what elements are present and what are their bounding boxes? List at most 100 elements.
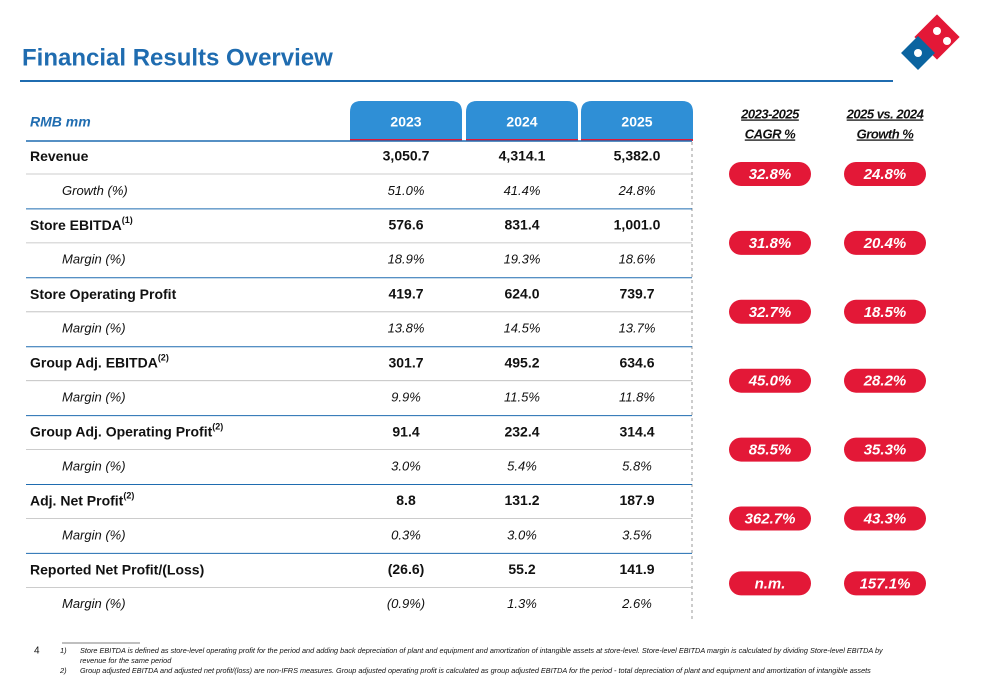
footnote-marker: 1)	[60, 646, 67, 655]
metric-header: 2025 vs. 2024	[846, 106, 925, 121]
metric-header: Growth %	[857, 126, 915, 141]
cell-ratio: 13.7%	[619, 321, 656, 336]
metric-badge	[729, 437, 811, 462]
cell-ratio: 11.8%	[619, 390, 655, 405]
metric-badge	[844, 571, 926, 596]
cell-value: 187.9	[619, 492, 654, 508]
row-label: Adj. Net Profit(2)	[30, 491, 134, 508]
cell-value: 232.4	[504, 423, 539, 439]
metric-badge	[729, 299, 811, 324]
cell-ratio: 51.0%	[388, 183, 425, 198]
cell-value: (26.6)	[388, 561, 425, 577]
cell-ratio: 41.4%	[504, 183, 541, 198]
cell-value: 314.4	[619, 423, 654, 439]
metric-badge-text: 43.3%	[863, 510, 907, 527]
cell-ratio: 5.4%	[507, 458, 537, 473]
sub-row-label: Margin (%)	[62, 596, 126, 611]
cell-value: 495.2	[504, 354, 539, 370]
row-label-text: Store Operating Profit	[30, 286, 177, 302]
metric-badge-text: n.m.	[755, 575, 786, 592]
sub-row-label: Margin (%)	[62, 390, 126, 405]
metric-badge-text: 32.8%	[749, 166, 792, 183]
metric-badge-text: 24.8%	[863, 166, 907, 183]
cell-value: 3,050.7	[383, 148, 430, 164]
slide-title: Financial Results Overview	[22, 44, 333, 71]
row-label-superscript: (2)	[158, 353, 169, 363]
metric-badge-text: 35.3%	[864, 442, 907, 459]
metric-badge	[729, 368, 811, 393]
cell-value: 419.7	[388, 286, 423, 302]
metric-badge	[844, 230, 926, 255]
page-number: 4	[34, 646, 40, 657]
cell-ratio: 13.8%	[388, 321, 425, 336]
row-label: Reported Net Profit/(Loss)	[30, 561, 204, 577]
year-tab	[581, 101, 693, 140]
column-header: 2023	[390, 114, 421, 130]
year-tab	[350, 101, 462, 140]
cell-value: 4,314.1	[499, 148, 546, 164]
cell-value: 624.0	[504, 286, 539, 302]
cell-ratio: 19.3%	[504, 252, 541, 267]
metric-badge-text: 18.5%	[864, 304, 907, 321]
row-label: Revenue	[30, 148, 89, 164]
cell-ratio: 9.9%	[391, 390, 421, 405]
footnote-text: revenue for the same period	[80, 656, 172, 665]
row-label-superscript: (1)	[122, 215, 133, 225]
row-label-text: Store EBITDA	[30, 217, 122, 233]
year-tab	[466, 101, 578, 140]
metric-badge-text: 31.8%	[749, 235, 792, 252]
metric-header: 2023-2025	[740, 106, 800, 121]
metric-badge-text: 45.0%	[748, 373, 792, 390]
metric-badge	[844, 437, 926, 462]
metric-badge	[729, 506, 811, 531]
cell-ratio: 3.5%	[622, 527, 652, 542]
footnote-text: Group adjusted EBITDA and adjusted net p…	[80, 666, 871, 675]
row-label-text: Reported Net Profit/(Loss)	[30, 561, 204, 577]
metric-badge-text: 362.7%	[745, 510, 796, 527]
footnote-text: Store EBITDA is defined as store-level o…	[80, 646, 884, 655]
metric-badge	[844, 368, 926, 393]
cell-ratio: 18.6%	[619, 252, 656, 267]
cell-ratio: (0.9%)	[387, 596, 425, 611]
column-header: 2024	[506, 114, 537, 130]
sub-row-label: Margin (%)	[62, 458, 126, 473]
cell-value: 141.9	[619, 561, 654, 577]
cell-ratio: 18.9%	[388, 252, 425, 267]
cell-ratio: 24.8%	[618, 183, 656, 198]
metric-badge-text: 20.4%	[863, 235, 907, 252]
metric-badge	[844, 506, 926, 531]
row-label-text: Group Adj. EBITDA	[30, 354, 158, 370]
cell-ratio: 2.6%	[621, 596, 652, 611]
row-label-text: Group Adj. Operating Profit	[30, 423, 213, 439]
cell-value: 634.6	[619, 354, 654, 370]
cell-value: 91.4	[392, 423, 419, 439]
cell-ratio: 11.5%	[504, 390, 540, 405]
metric-badge	[844, 162, 926, 186]
row-label-superscript: (2)	[212, 422, 223, 432]
cell-value: 131.2	[504, 492, 539, 508]
metric-badge	[729, 162, 811, 186]
sub-row-label: Margin (%)	[62, 527, 126, 542]
metric-badge-text: 157.1%	[860, 575, 911, 592]
row-label: Store Operating Profit	[30, 286, 177, 302]
row-label-text: Adj. Net Profit	[30, 492, 124, 508]
metric-header: CAGR %	[745, 126, 796, 141]
metric-badge-text: 85.5%	[749, 442, 792, 459]
row-label: Group Adj. Operating Profit(2)	[30, 422, 223, 439]
metric-badge	[844, 299, 926, 324]
sub-row-label: Margin (%)	[62, 321, 126, 336]
row-label: Store EBITDA(1)	[30, 215, 133, 232]
cell-value: 301.7	[388, 354, 423, 370]
cell-value: 576.6	[388, 217, 423, 233]
sub-row-label: Margin (%)	[62, 252, 126, 267]
footnote-marker: 2)	[59, 666, 67, 675]
row-label-superscript: (2)	[123, 491, 134, 501]
cell-ratio: 3.0%	[507, 527, 537, 542]
unit-label: RMB mm	[30, 114, 91, 130]
cell-value: 831.4	[504, 217, 539, 233]
cell-value: 5,382.0	[614, 148, 661, 164]
column-header: 2025	[621, 114, 652, 130]
metric-badge-text: 28.2%	[863, 373, 907, 390]
row-label: Group Adj. EBITDA(2)	[30, 353, 169, 370]
